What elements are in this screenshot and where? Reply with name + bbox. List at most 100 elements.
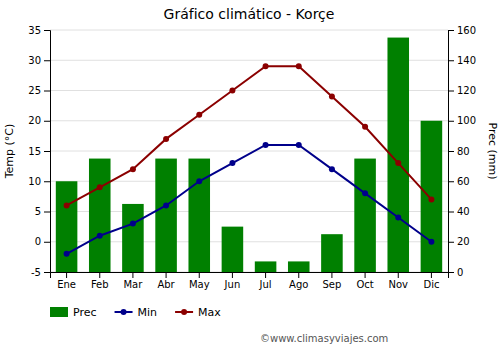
point bbox=[196, 112, 202, 118]
x-tick-label: Nov bbox=[388, 279, 408, 290]
x-tick-mark bbox=[166, 272, 167, 278]
x-tick-label: Mar bbox=[123, 279, 143, 290]
y2-axis-tick-label: 20 bbox=[457, 236, 470, 247]
bar bbox=[155, 159, 177, 272]
y2-axis-tick-label: 140 bbox=[457, 55, 476, 66]
x-tick: Ene bbox=[57, 272, 76, 290]
point bbox=[64, 202, 70, 208]
line bbox=[67, 66, 432, 205]
x-tick-mark bbox=[365, 272, 366, 278]
y2-axis-tick: 160 bbox=[448, 25, 476, 36]
y2-axis-tick-mark bbox=[448, 272, 454, 273]
y2-axis-tick-label: 40 bbox=[457, 206, 470, 217]
axis-line bbox=[44, 31, 51, 273]
legend-swatch bbox=[50, 307, 68, 317]
y2-axis-tick-mark bbox=[448, 60, 454, 61]
y2-axis-tick-mark bbox=[448, 181, 454, 182]
legend-item: Max bbox=[175, 306, 221, 319]
x-axis: EneFebMarAbrMayJunJulAgoSepOctNovDic bbox=[51, 272, 449, 290]
y-axis-tick: -5 bbox=[31, 267, 50, 278]
y2-axis-tick: 120 bbox=[448, 85, 476, 96]
y-axis-tick-mark bbox=[44, 181, 50, 182]
grid bbox=[50, 30, 448, 272]
x-tick-label: Oct bbox=[356, 279, 373, 290]
x-tick-label: Ago bbox=[289, 279, 308, 290]
y2-axis-tick-label: 100 bbox=[457, 115, 476, 126]
x-tick: Nov bbox=[388, 272, 408, 290]
legend-marker bbox=[121, 309, 127, 315]
y2-axis-tick-mark bbox=[448, 242, 454, 243]
annotation: ©www.climasyviajes.com bbox=[260, 333, 388, 344]
legend-item: Prec bbox=[50, 306, 97, 319]
y2-axis-tick: 0 bbox=[448, 267, 463, 278]
point bbox=[329, 166, 335, 172]
legend-item: Min bbox=[115, 306, 158, 319]
y-axis-tick-mark bbox=[44, 121, 50, 122]
x-tick-label: Jun bbox=[224, 279, 241, 290]
point bbox=[296, 142, 302, 148]
point bbox=[428, 239, 434, 245]
x-tick: Dic bbox=[423, 272, 439, 290]
y2-axis-tick: 60 bbox=[448, 176, 470, 187]
y-axis-title: Temp (°C) bbox=[3, 124, 16, 180]
y2-axis-tick: 140 bbox=[448, 55, 476, 66]
y2-axis-tick-mark bbox=[448, 91, 454, 92]
y-axis-tick-mark bbox=[44, 151, 50, 152]
bar bbox=[222, 227, 244, 272]
y-axis-tick-label: -5 bbox=[31, 267, 41, 278]
x-tick-label: Sep bbox=[322, 279, 341, 290]
point bbox=[130, 166, 136, 172]
x-tick: Mar bbox=[123, 272, 143, 290]
x-tick-mark bbox=[398, 272, 399, 278]
y-axis-tick-label: 30 bbox=[28, 55, 41, 66]
x-tick: Feb bbox=[91, 272, 109, 290]
y2-axis-tick-label: 80 bbox=[457, 146, 470, 157]
point bbox=[428, 196, 434, 202]
point bbox=[263, 142, 269, 148]
x-tick-mark bbox=[298, 272, 299, 278]
point bbox=[395, 160, 401, 166]
y-axis: -505101520253035 bbox=[28, 25, 50, 278]
point bbox=[362, 124, 368, 130]
bar bbox=[288, 261, 310, 272]
x-tick: Jun bbox=[224, 272, 241, 290]
bar bbox=[421, 121, 443, 272]
legend-label: Prec bbox=[73, 306, 97, 319]
y2-axis-tick: 40 bbox=[448, 206, 470, 217]
y-axis-tick-mark bbox=[44, 272, 50, 273]
y-axis-tick-label: 20 bbox=[28, 115, 41, 126]
grid-line bbox=[50, 30, 448, 31]
y-axis-tick-label: 10 bbox=[28, 176, 41, 187]
x-tick: Oct bbox=[356, 272, 373, 290]
bar bbox=[89, 159, 111, 272]
y-axis-tick: 25 bbox=[28, 85, 50, 96]
y2-axis-tick: 80 bbox=[448, 146, 470, 157]
x-tick-mark bbox=[331, 272, 332, 278]
y-axis-tick-mark bbox=[44, 30, 50, 31]
point bbox=[163, 202, 169, 208]
point bbox=[329, 94, 335, 100]
y-axis-tick: 15 bbox=[28, 146, 50, 157]
x-tick: May bbox=[189, 272, 210, 290]
x-tick-mark bbox=[431, 272, 432, 278]
y-axis-tick: 35 bbox=[28, 25, 50, 36]
y2-axis-title: Prec (mm) bbox=[486, 122, 499, 179]
y-axis-tick-label: 0 bbox=[35, 236, 41, 247]
y2-axis-tick-label: 160 bbox=[457, 25, 476, 36]
point bbox=[196, 178, 202, 184]
bar bbox=[354, 159, 376, 272]
chart: EneFebMarAbrMayJunJulAgoSepOctNovDic-505… bbox=[0, 0, 500, 350]
point bbox=[130, 221, 136, 227]
x-tick-mark bbox=[99, 272, 100, 278]
y2-axis-tick-mark bbox=[448, 121, 454, 122]
y-axis-tick-mark bbox=[44, 91, 50, 92]
axis-line bbox=[51, 273, 449, 279]
bar bbox=[321, 234, 343, 272]
point bbox=[64, 251, 70, 257]
point bbox=[395, 215, 401, 221]
y-axis-tick: 30 bbox=[28, 55, 50, 66]
point bbox=[229, 88, 235, 94]
x-tick-label: May bbox=[189, 279, 210, 290]
legend: Prec Min Max bbox=[50, 306, 221, 319]
legend-marker bbox=[181, 309, 187, 315]
